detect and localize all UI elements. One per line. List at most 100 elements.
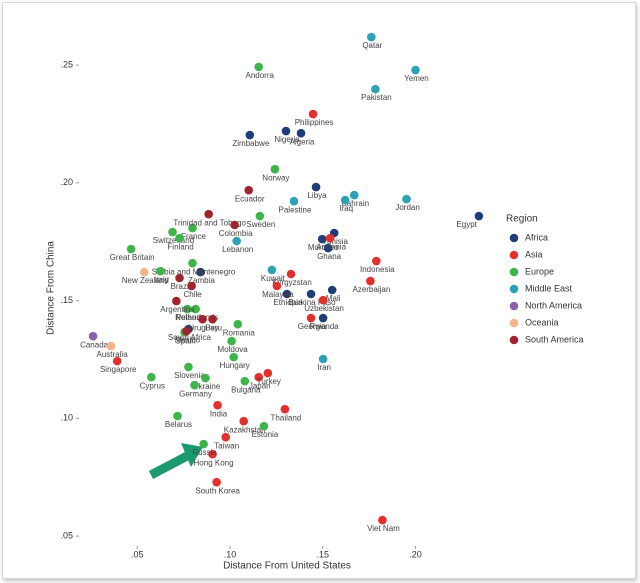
point-label: India <box>210 409 228 418</box>
data-point <box>323 243 333 253</box>
point-label: Kazakhstan <box>224 425 266 434</box>
data-point <box>208 449 217 459</box>
point-label: Brazil <box>171 282 191 291</box>
point-label: Uzbekistan <box>304 304 344 313</box>
point-label: Argentina <box>160 305 195 314</box>
legend-swatch <box>509 250 519 260</box>
data-point <box>139 267 149 277</box>
data-point <box>199 439 208 449</box>
legend-label: North America <box>525 300 582 310</box>
x-axis-title: Distance From United States <box>223 561 351 572</box>
data-point <box>254 372 264 382</box>
legend-swatch <box>509 284 519 294</box>
data-point <box>213 400 222 410</box>
data-point <box>175 273 184 283</box>
data-point <box>349 190 359 200</box>
point-label: Chile <box>183 290 202 299</box>
data-point <box>371 84 380 94</box>
point-label: Sweden <box>246 220 275 229</box>
legend-label: Oceania <box>525 317 559 327</box>
point-label: Spain <box>175 336 195 345</box>
data-point <box>311 182 321 192</box>
y-axis-title: Distance From China <box>46 241 57 335</box>
point-label: Lebanon <box>222 245 253 254</box>
data-point <box>474 211 484 221</box>
data-point <box>367 32 376 42</box>
data-point <box>263 368 273 378</box>
data-point <box>411 65 420 75</box>
data-point <box>147 372 156 382</box>
point-label: Andorra <box>245 71 274 80</box>
point-label: Nigeria <box>274 135 300 144</box>
point-label: Burkina Faso <box>288 298 336 307</box>
point-label: Poland <box>176 313 201 322</box>
point-label: Thailand <box>271 413 302 422</box>
data-point <box>317 234 327 244</box>
point-label: South Africa <box>168 333 212 342</box>
legend-swatch <box>509 233 519 243</box>
point-label: Mexico <box>175 335 201 344</box>
data-point <box>188 258 197 268</box>
point-label: Norway <box>262 173 289 182</box>
point-label: Russia <box>192 448 217 457</box>
point-label: Cyprus <box>140 381 165 390</box>
point-label: Bahrain <box>341 199 369 208</box>
legend-swatch <box>509 267 519 277</box>
data-point <box>190 380 199 390</box>
pointer-arrow <box>148 443 203 479</box>
point-label: Zimbabwe <box>232 139 269 148</box>
legend-label: Africa <box>525 232 548 242</box>
data-point <box>280 404 290 414</box>
point-label: Hong Kong <box>194 458 234 467</box>
legend-swatch <box>509 318 519 328</box>
point-label: Estonia <box>252 430 279 439</box>
point-label: Australia <box>97 350 129 359</box>
point-label: Serbia and Montenegro <box>152 267 236 276</box>
data-point <box>229 352 238 362</box>
point-label: Ghana <box>317 252 342 261</box>
point-label: Egypt <box>456 220 477 229</box>
point-label: Canada <box>80 340 109 349</box>
arrow-shaft <box>148 451 192 479</box>
data-point <box>204 209 213 219</box>
point-label: Taiwan <box>214 441 239 450</box>
data-point <box>212 477 221 487</box>
data-point <box>184 362 193 372</box>
data-point <box>340 195 350 205</box>
data-point <box>233 319 243 329</box>
data-point <box>366 276 375 286</box>
point-label: Finland <box>167 242 193 251</box>
point-label: France <box>181 232 206 241</box>
point-label: Colombia <box>219 229 253 238</box>
data-point <box>191 304 200 314</box>
x-tick-label: .10 <box>224 549 237 559</box>
data-point <box>254 62 264 72</box>
data-point <box>240 376 250 386</box>
point-label: Uruguay <box>188 323 218 332</box>
point-label: New Zealand <box>122 276 169 285</box>
point-label: Slovenia <box>174 371 205 380</box>
data-point <box>325 233 335 243</box>
point-label: Palestine <box>279 205 312 214</box>
data-point <box>156 266 165 276</box>
point-label: Moldova <box>218 345 249 354</box>
data-point <box>372 256 381 266</box>
data-point <box>255 211 265 221</box>
y-tick-label: .10 <box>60 413 73 423</box>
data-point <box>230 220 239 230</box>
data-point <box>286 269 296 279</box>
point-label: Kyrgyzstan <box>272 278 312 287</box>
data-point <box>106 341 116 351</box>
point-label: Peru <box>205 323 222 332</box>
data-point <box>378 515 387 525</box>
y-tick-label: .20 <box>60 177 73 187</box>
point-label: Tunisia <box>322 237 348 246</box>
data-point <box>402 194 411 204</box>
legend-label: Asia <box>525 249 543 259</box>
point-label: Singapore <box>100 365 137 374</box>
point-label: Hungary <box>220 361 250 370</box>
point-label: Georgia <box>298 322 327 331</box>
point-label: Rwanda <box>309 322 339 331</box>
data-point <box>183 304 192 314</box>
point-label: Armenia <box>316 242 346 251</box>
